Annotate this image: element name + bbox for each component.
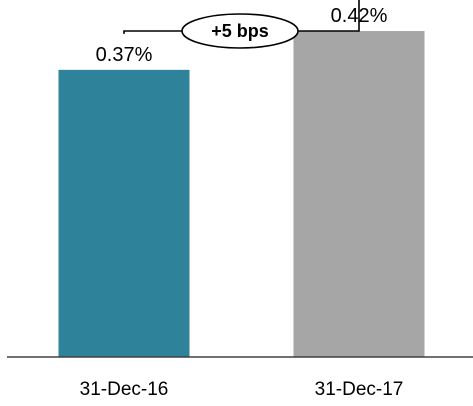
data-label-31-Dec-16: 0.37% bbox=[96, 44, 153, 66]
bar-31-Dec-16 bbox=[58, 69, 190, 357]
x-tick-labels-group: 31-Dec-16 31-Dec-17 bbox=[80, 379, 404, 400]
x-tick-label-31-Dec-16: 31-Dec-16 bbox=[80, 379, 169, 400]
bars-group bbox=[58, 31, 425, 357]
change-badge bbox=[181, 13, 299, 49]
change-annotation: +5 bps bbox=[123, 0, 360, 49]
x-tick-label-31-Dec-17: 31-Dec-17 bbox=[315, 379, 404, 400]
bar-31-Dec-17 bbox=[293, 31, 425, 357]
change-badge-label: +5 bps bbox=[211, 21, 269, 41]
